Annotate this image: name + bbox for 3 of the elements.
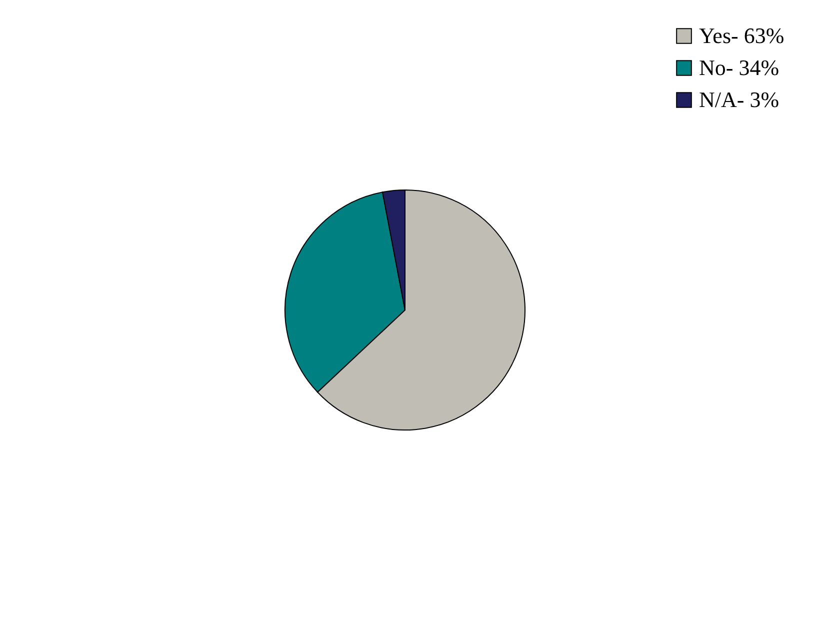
- legend-label: No- 34%: [699, 55, 780, 80]
- legend-label: N/A- 3%: [699, 87, 780, 112]
- legend-label: Yes- 63%: [699, 23, 784, 48]
